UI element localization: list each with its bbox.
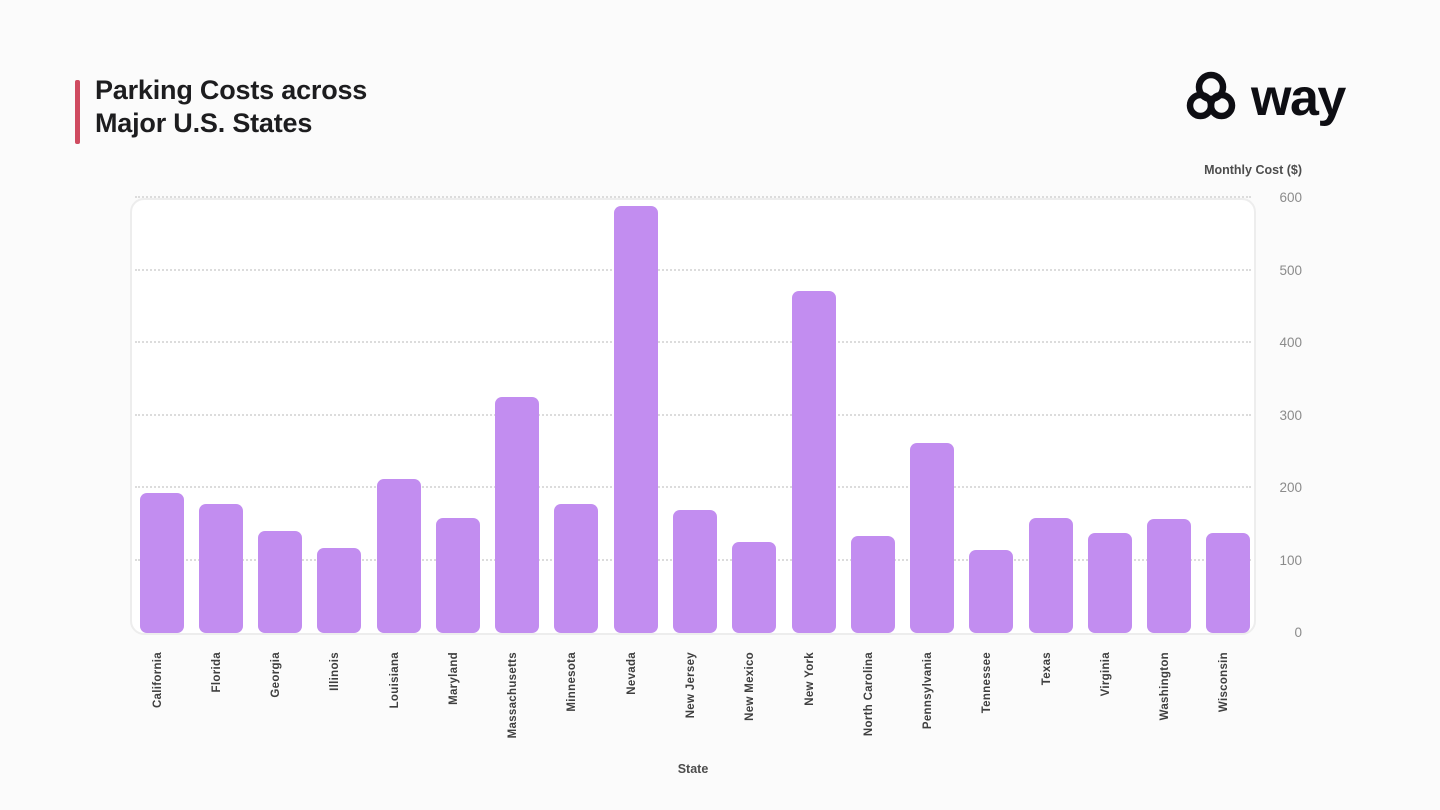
y-axis-title: Monthly Cost ($) xyxy=(1204,163,1302,177)
x-tick-tennessee: Tennessee xyxy=(981,652,993,714)
bar-washington xyxy=(1147,519,1191,633)
bar-virginia xyxy=(1088,533,1132,633)
page-title-line2: Major U.S. States xyxy=(95,108,313,138)
gridline-500 xyxy=(135,268,1251,271)
bar-florida xyxy=(199,504,243,633)
bar-maryland xyxy=(436,518,480,633)
bar-tennessee xyxy=(969,550,1013,633)
bar-georgia xyxy=(258,531,302,633)
bar-massachusetts xyxy=(495,397,539,633)
x-tick-washington: Washington xyxy=(1159,652,1171,721)
y-tick-200: 200 xyxy=(1279,480,1302,495)
bar-minnesota xyxy=(554,504,598,633)
title-accent-bar xyxy=(75,80,80,144)
page-title-line1: Parking Costs across xyxy=(95,75,368,105)
x-tick-wisconsin: Wisconsin xyxy=(1218,652,1230,713)
gridline-300 xyxy=(135,413,1251,416)
y-tick-300: 300 xyxy=(1279,408,1302,423)
x-tick-north-carolina: North Carolina xyxy=(863,652,875,737)
bar-chart-plot-area xyxy=(130,196,1256,635)
y-tick-600: 600 xyxy=(1279,190,1302,205)
bar-wisconsin xyxy=(1206,533,1250,633)
gridline-400 xyxy=(135,341,1251,343)
y-tick-0: 0 xyxy=(1294,625,1302,640)
x-tick-georgia: Georgia xyxy=(270,652,282,698)
x-tick-massachusetts: Massachusetts xyxy=(507,652,519,739)
x-tick-california: California xyxy=(152,652,164,709)
gridline-200 xyxy=(135,486,1251,488)
x-tick-texas: Texas xyxy=(1041,652,1053,686)
x-tick-louisiana: Louisiana xyxy=(389,652,401,709)
bar-new-york xyxy=(792,291,836,633)
bar-new-jersey xyxy=(673,510,717,633)
x-tick-illinois: Illinois xyxy=(329,652,341,691)
x-tick-maryland: Maryland xyxy=(448,652,460,705)
x-axis-title: State xyxy=(677,762,709,776)
bar-california xyxy=(140,493,184,633)
gridline-600 xyxy=(135,196,1251,198)
page-title: Parking Costs across Major U.S. States xyxy=(95,74,367,140)
bar-nevada xyxy=(614,206,658,633)
x-tick-minnesota: Minnesota xyxy=(566,652,578,712)
x-tick-new-york: New York xyxy=(804,652,816,706)
bar-new-mexico xyxy=(732,542,776,633)
y-tick-100: 100 xyxy=(1279,553,1302,568)
logo-wordmark: way xyxy=(1251,69,1346,127)
x-tick-virginia: Virginia xyxy=(1100,652,1112,697)
way-rings-icon xyxy=(1184,71,1238,125)
bar-north-carolina xyxy=(851,536,895,633)
x-tick-pennsylvania: Pennsylvania xyxy=(922,652,934,730)
bar-texas xyxy=(1029,518,1073,633)
x-tick-nevada: Nevada xyxy=(626,652,638,695)
bar-louisiana xyxy=(377,479,421,633)
x-tick-new-mexico: New Mexico xyxy=(744,652,756,721)
bar-illinois xyxy=(317,548,361,633)
bar-pennsylvania xyxy=(910,443,954,633)
y-tick-400: 400 xyxy=(1279,335,1302,350)
y-tick-500: 500 xyxy=(1279,263,1302,278)
way-logo: way xyxy=(1184,69,1346,127)
x-tick-new-jersey: New Jersey xyxy=(685,652,697,719)
x-tick-florida: Florida xyxy=(211,652,223,693)
